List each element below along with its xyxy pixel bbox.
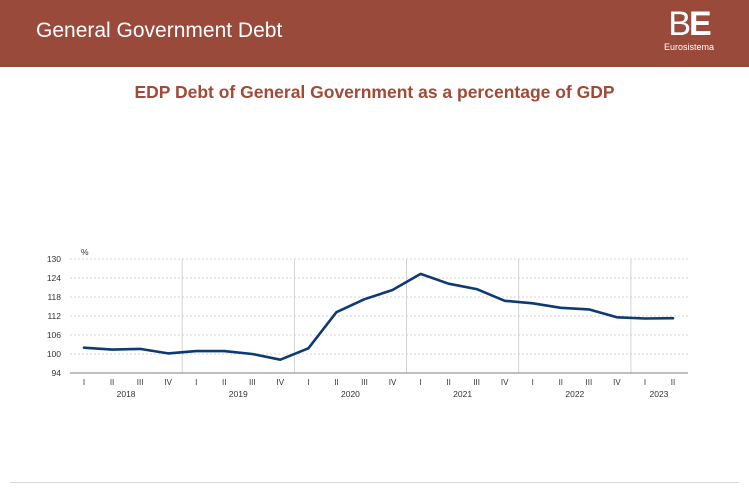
x-tick-label: I (644, 378, 646, 387)
chart-title: EDP Debt of General Government as a perc… (134, 82, 615, 102)
logo-b: B (668, 5, 691, 43)
y-axis-label: % (81, 247, 89, 257)
y-tick-label: 112 (47, 311, 61, 321)
y-tick-label: 100 (47, 349, 61, 359)
y-tick-label: 124 (47, 273, 61, 283)
x-tick-label: III (586, 378, 593, 387)
x-tick-label: II (671, 378, 675, 387)
x-tick-label: I (532, 378, 534, 387)
x-tick-label: II (446, 378, 450, 387)
x-tick-label: I (307, 378, 309, 387)
logo-mark: BE (659, 6, 719, 42)
y-tick-label: 130 (47, 254, 61, 264)
x-tick-label: I (83, 378, 85, 387)
debt-series-line (82, 272, 675, 362)
x-tick-label: I (195, 378, 197, 387)
page-title: General Government Debt (36, 19, 283, 42)
y-tick-label: 106 (47, 330, 61, 340)
x-tick-label: IV (501, 378, 509, 387)
x-tick-label: IV (164, 378, 172, 387)
logo-e: E (689, 5, 712, 43)
header-bar: General Government Debt BE Eurosistema (0, 0, 749, 67)
x-tick-label: IV (277, 378, 285, 387)
x-tick-label: IV (389, 378, 397, 387)
y-tick-label: 118 (47, 292, 61, 302)
footer-divider (10, 482, 739, 483)
year-label: 2021 (453, 389, 472, 399)
year-label: 2018 (117, 389, 136, 399)
logo-text: Eurosistema (663, 42, 715, 52)
year-label: 2020 (341, 389, 360, 399)
x-tick-label: IV (613, 378, 621, 387)
x-tick-label: II (222, 378, 226, 387)
y-tick-label: 94 (52, 368, 62, 378)
x-tick-label: III (473, 378, 480, 387)
x-tick-label: III (361, 378, 368, 387)
be-eurosistema-logo: BE Eurosistema (659, 6, 719, 52)
year-label: 2023 (650, 389, 669, 399)
x-tick-label: II (110, 378, 114, 387)
x-tick-label: II (559, 378, 563, 387)
x-tick-label: III (137, 378, 144, 387)
year-label: 2019 (229, 389, 248, 399)
year-label: 2022 (565, 389, 584, 399)
x-tick-label: III (249, 378, 256, 387)
x-tick-label: I (419, 378, 421, 387)
x-tick-label: II (334, 378, 338, 387)
